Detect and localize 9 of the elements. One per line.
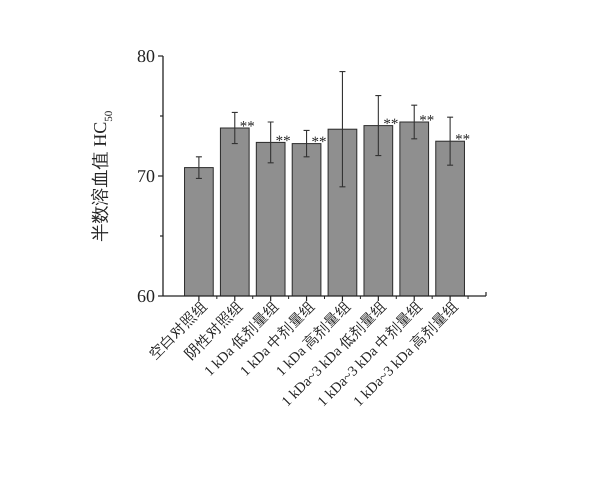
annotation: ** xyxy=(455,132,470,148)
y-tick-label: 70 xyxy=(137,166,155,186)
annotation: ** xyxy=(312,134,327,151)
y-tick-label: 80 xyxy=(137,46,155,66)
annotation: ** xyxy=(383,116,398,133)
annotation: ** xyxy=(419,113,434,129)
annotation: ** xyxy=(240,119,255,135)
annotation: ** xyxy=(276,133,291,150)
y-tick-label: 60 xyxy=(137,286,155,306)
